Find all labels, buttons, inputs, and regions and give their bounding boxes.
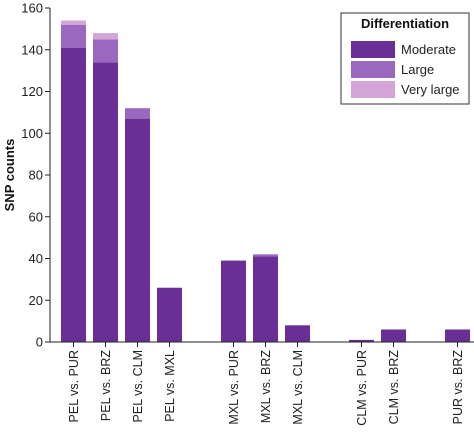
- legend-label: Very large: [401, 82, 460, 97]
- x-tick-label: PEL vs. CLM: [131, 350, 145, 422]
- x-tick-label: MXL vs. PUR: [227, 350, 241, 425]
- legend-swatch: [351, 41, 395, 58]
- legend-label: Large: [401, 62, 434, 77]
- x-tick-label: PEL vs. BRZ: [99, 350, 113, 421]
- x-tick-label: PEL vs. MXL: [163, 350, 177, 422]
- x-tick-label: CLM vs. PUR: [355, 350, 369, 426]
- bar-segment-large: [61, 24, 86, 48]
- y-tick-label: 120: [21, 84, 43, 99]
- legend-swatch: [351, 61, 395, 78]
- legend-label: Moderate: [401, 42, 456, 57]
- y-tick-label: 20: [29, 293, 43, 308]
- legend: Differentiation Moderate Large Very large: [340, 12, 470, 105]
- bar-segment-moderate: [157, 287, 182, 342]
- y-tick-label: 0: [36, 335, 43, 350]
- y-tick-label: 140: [21, 42, 43, 57]
- legend-swatch: [351, 81, 395, 98]
- bar-segment-large: [93, 39, 118, 63]
- bar-segment-moderate: [93, 62, 118, 343]
- legend-title: Differentiation: [361, 16, 449, 31]
- y-tick-label: 80: [29, 168, 43, 183]
- bars-layer: [61, 20, 470, 343]
- y-tick-label: 100: [21, 126, 43, 141]
- bar-segment-moderate: [253, 256, 278, 342]
- bar-segment-moderate: [381, 329, 406, 342]
- y-tick-label: 60: [29, 209, 43, 224]
- axes-layer: 0 20 40 60 80 100 120 140 160 PEL vs. PUR PEL vs. …: [21, 1, 474, 426]
- bar-segment-moderate: [445, 329, 470, 342]
- x-tick-label: CLM vs. BRZ: [387, 350, 401, 425]
- y-tick-label: 40: [29, 251, 43, 266]
- bar-segment-moderate: [285, 325, 310, 342]
- x-tick-label: PUR vs. BRZ: [451, 350, 465, 425]
- bar-segment-large: [253, 254, 278, 257]
- x-tick-label: MXL vs. CLM: [291, 350, 305, 425]
- y-axis-title: SNP counts: [2, 139, 17, 212]
- bar-segment-large: [125, 108, 150, 119]
- bar-segment-moderate: [125, 118, 150, 342]
- x-tick-label: MXL vs. BRZ: [259, 350, 273, 424]
- bar-segment-moderate: [349, 339, 374, 342]
- bar-segment-very-large: [93, 33, 118, 40]
- bar-segment-moderate: [61, 47, 86, 342]
- legend-box: [340, 12, 470, 105]
- bar-segment-very-large: [61, 20, 86, 25]
- x-tick-label: PEL vs. PUR: [67, 350, 81, 422]
- y-tick-label: 160: [21, 1, 43, 16]
- bar-segment-moderate: [221, 260, 246, 342]
